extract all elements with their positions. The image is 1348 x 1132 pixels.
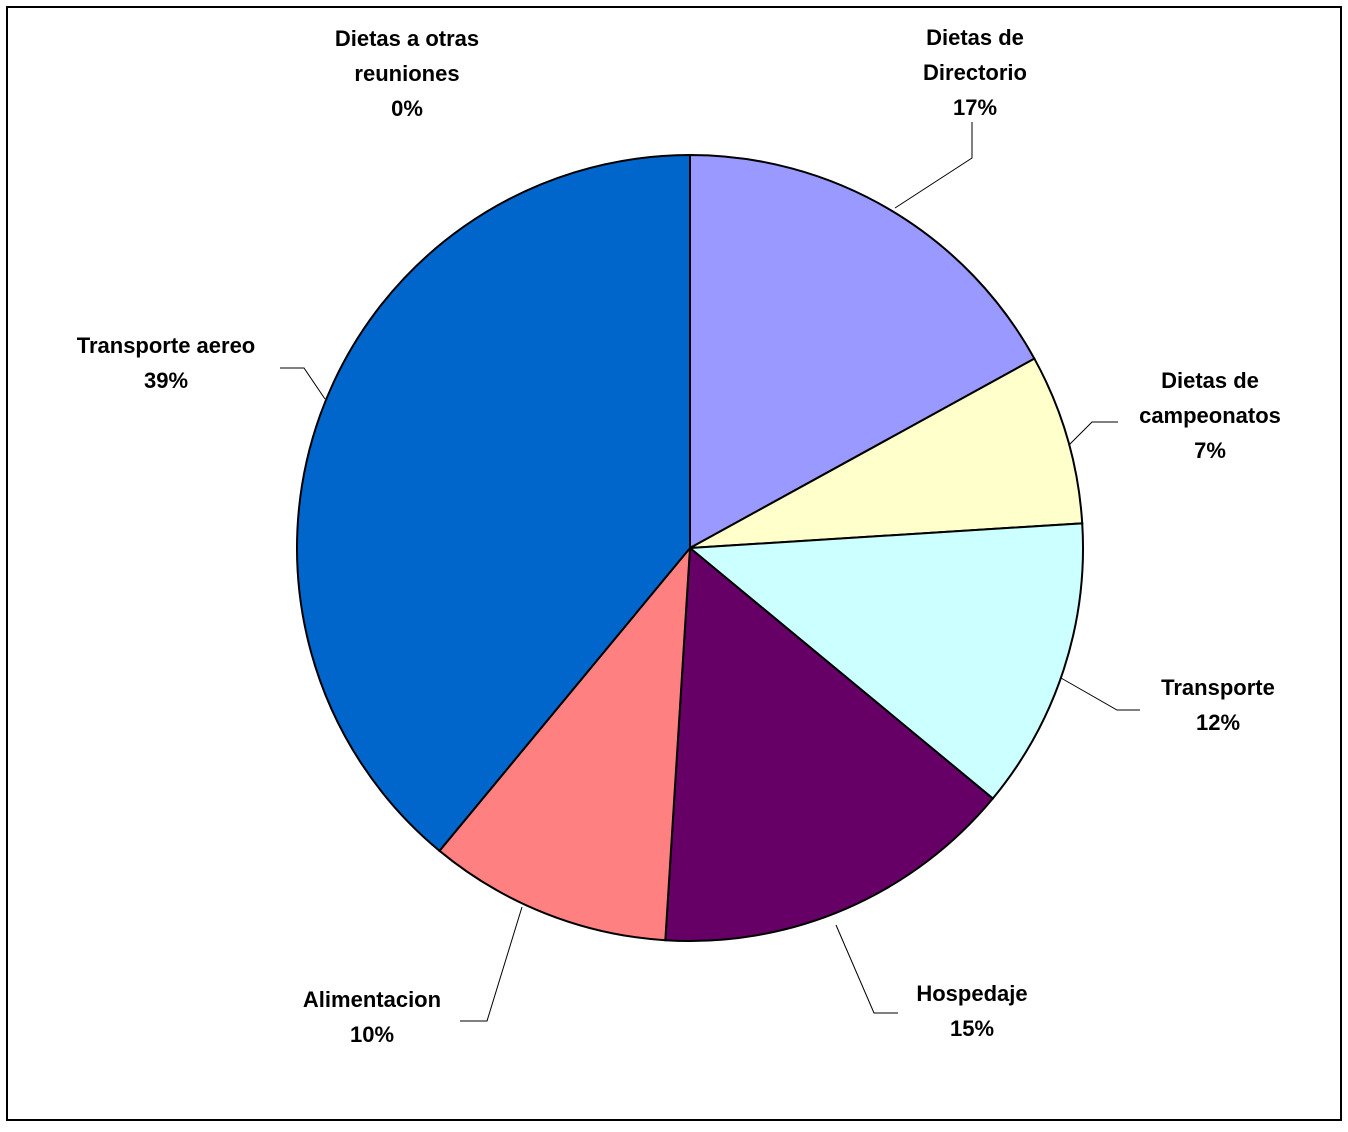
slice-category-label: Dietas de: [926, 25, 1024, 50]
slice-label: Transporte aereo 39%: [77, 333, 256, 393]
slice-percent-label: 7%: [1194, 438, 1226, 463]
slice-percent-label: 17%: [953, 95, 997, 120]
slice-category-label: Dietas de: [1161, 368, 1259, 393]
slice-percent-label: 10%: [350, 1022, 394, 1047]
leader-line: [460, 906, 523, 1022]
slice-category-label: reuniones: [354, 61, 459, 86]
leader-line: [835, 924, 898, 1014]
slice-label: Dietas a otras reuniones 0%: [335, 26, 479, 121]
leader-line: [280, 367, 326, 400]
slice-label: Transporte 12%: [1161, 675, 1275, 735]
slice-category-label: campeonatos: [1139, 403, 1281, 428]
slice-percent-label: 15%: [950, 1016, 994, 1041]
slice-percent-label: 12%: [1196, 710, 1240, 735]
slice-label: Hospedaje 15%: [916, 981, 1027, 1041]
slice-label: Dietas de Directorio 17%: [923, 25, 1027, 120]
slice-percent-label: 39%: [144, 368, 188, 393]
slice-label: Alimentacion 10%: [303, 987, 441, 1047]
pie-slice: [687, 522, 1084, 800]
slice-category-label: Hospedaje: [916, 981, 1027, 1006]
slice-category-label: Directorio: [923, 60, 1027, 85]
pie-slice: [689, 357, 1084, 549]
slice-category-label: Alimentacion: [303, 987, 441, 1012]
pie-slice: [296, 153, 691, 853]
slice-category-label: Transporte: [1161, 675, 1275, 700]
slice-category-label: Dietas a otras: [335, 26, 479, 51]
pie-slice: [689, 153, 1036, 550]
leader-line: [894, 122, 973, 209]
leader-line: [1060, 677, 1140, 711]
pie-slice: [438, 544, 692, 942]
slice-category-label: Transporte aereo: [77, 333, 256, 358]
pie-slice: [664, 545, 995, 942]
slice-percent-label: 0%: [391, 96, 423, 121]
leader-line: [1068, 421, 1118, 446]
slice-label: Dietas de campeonatos 7%: [1139, 368, 1281, 463]
